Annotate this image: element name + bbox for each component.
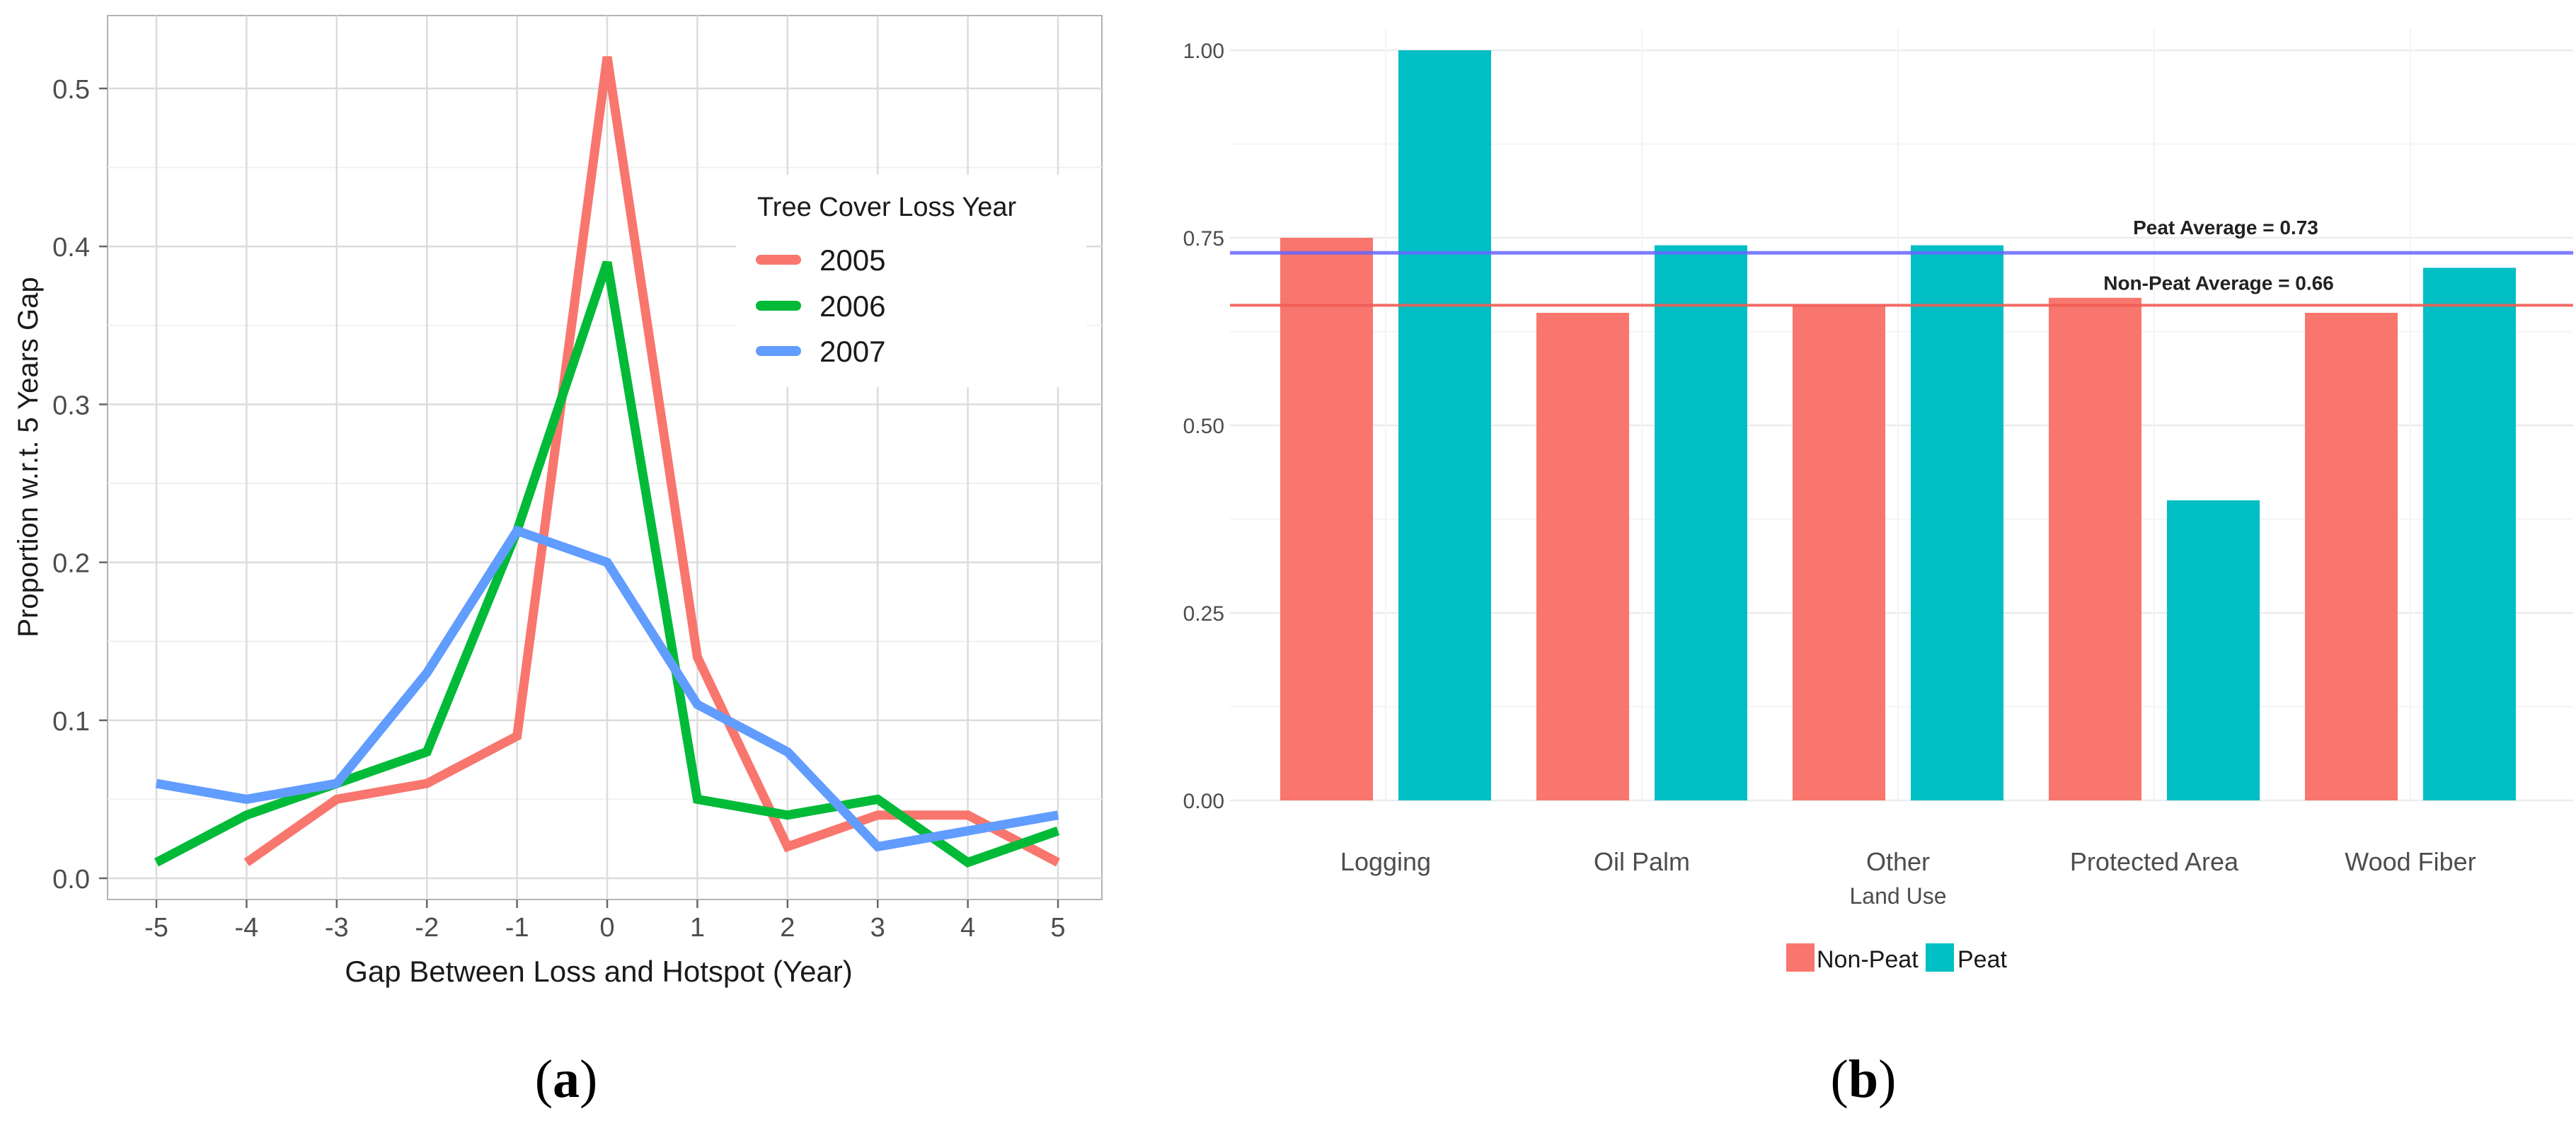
bar-peat-oil-palm [1655, 245, 1747, 801]
legend-key-peat [1926, 943, 1954, 972]
bar-peat-wood-fiber [2423, 268, 2516, 800]
bar-peat-other [1911, 245, 2003, 801]
reference-line-label: Peat Average = 0.73 [2133, 217, 2318, 238]
line-series-a [154, 56, 1061, 868]
x-axis-title-a: Gap Between Loss and Hotspot (Year) [345, 955, 853, 988]
legend-b: Non-Peat Peat [1786, 943, 2007, 973]
bar-non-peat-oil-palm [1536, 313, 1629, 800]
x-tick-label: -5 [144, 913, 168, 943]
x-tick-label: 1 [690, 913, 705, 943]
y-tick-label: 0.75 [1183, 227, 1224, 251]
legend-label-2005: 2005 [820, 243, 885, 277]
legend-a: Tree Cover Loss Year 2005 2006 2007 [736, 175, 1086, 387]
y-tick-labels-b: 0.00 0.25 0.50 0.75 1.00 [1183, 40, 1224, 813]
x-tick-label: Wood Fiber [2345, 847, 2476, 876]
x-tick-label: -1 [505, 913, 529, 943]
bar-peat-logging [1398, 50, 1491, 800]
x-tick-label: 2 [780, 913, 795, 943]
plot-area-a [107, 15, 1103, 900]
x-tick-label: 3 [870, 913, 885, 943]
x-tick-labels-b: Logging Oil Palm Other Land Use Protected Ar… [1340, 847, 2476, 909]
x-tick-label: 4 [960, 913, 975, 943]
bar-non-peat-other [1793, 305, 1885, 800]
bar-non-peat-logging [1280, 238, 1373, 800]
y-tick-label: 0.5 [52, 75, 90, 105]
x-tick-label: Other [1866, 847, 1930, 876]
x-tick-label: -4 [235, 913, 259, 943]
y-tick-label: 0.2 [52, 549, 90, 579]
legend-title: Tree Cover Loss Year [757, 192, 1016, 222]
series-line-2005 [243, 56, 1061, 867]
reference-line-label: Non-Peat Average = 0.66 [2103, 272, 2334, 294]
x-tick-label: 0 [599, 913, 614, 943]
y-tick-label: 0.3 [52, 391, 90, 420]
x-tick-label: Protected Area [2070, 847, 2239, 876]
legend-label-2007: 2007 [820, 335, 885, 368]
bar-chart-panel: 0.00 0.25 0.50 0.75 1.00 Peat Average = 0.73… [1183, 28, 2573, 1109]
x-tick-label: Logging [1340, 847, 1431, 876]
legend-label-2006: 2006 [820, 289, 885, 323]
panel-label-a: (a) [535, 1050, 598, 1109]
y-tick-label: 0.00 [1183, 790, 1224, 813]
x-tick-sublabel: Land Use [1850, 883, 1947, 909]
x-tick-label: 5 [1050, 913, 1065, 943]
panel-label-b: (b) [1831, 1050, 1897, 1109]
legend-label-non-peat: Non-Peat [1817, 946, 1919, 973]
x-tick-label: -2 [415, 913, 439, 943]
x-tick-label: -3 [325, 913, 349, 943]
bar-non-peat-wood-fiber [2305, 313, 2398, 800]
bar-peat-protected-area [2167, 500, 2260, 800]
x-tick-labels-a: -5 -4 -3 -2 -1 0 1 2 3 4 5 [144, 913, 1065, 943]
y-tick-label: 0.1 [52, 707, 90, 737]
reference-lines-b: Peat Average = 0.73 Non-Peat Average = 0.… [1230, 217, 2573, 307]
y-tick-label: 1.00 [1183, 40, 1224, 63]
y-tick-label: 0.0 [52, 865, 90, 895]
y-tick-label: 0.4 [52, 233, 90, 263]
x-tick-label: Oil Palm [1594, 847, 1690, 876]
y-tick-label: 0.50 [1183, 415, 1224, 438]
y-tick-label: 0.25 [1183, 602, 1224, 626]
y-tick-labels-a: 0.0 0.1 0.2 0.3 0.4 0.5 [52, 75, 90, 895]
bars-b [1280, 50, 2516, 801]
y-axis-title-a: Proportion w.r.t. 5 Years Gap [13, 277, 44, 637]
legend-key-non-peat [1786, 943, 1815, 972]
legend-label-peat: Peat [1957, 946, 2007, 973]
bar-non-peat-protected-area [2049, 297, 2141, 800]
line-chart-panel: 0.0 0.1 0.2 0.3 0.4 0.5 -5 -4 -3 -2 -1 0 1 2 3 4 5 Tree… [13, 15, 1103, 1109]
